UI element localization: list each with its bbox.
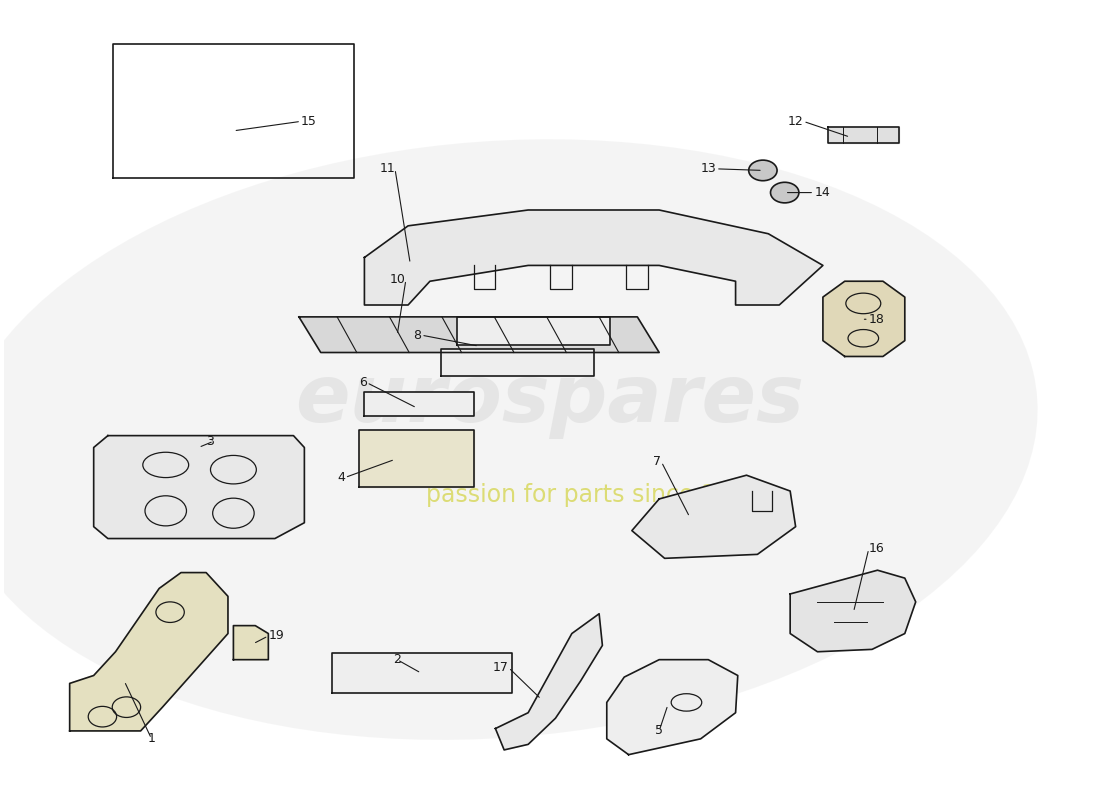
Text: eurospares: eurospares — [296, 361, 804, 439]
Text: 4: 4 — [337, 471, 344, 484]
Text: 1: 1 — [147, 732, 155, 746]
Polygon shape — [631, 475, 795, 558]
Polygon shape — [359, 430, 474, 487]
Ellipse shape — [0, 139, 1037, 740]
Text: 19: 19 — [268, 630, 284, 642]
Text: 14: 14 — [814, 186, 829, 199]
Polygon shape — [823, 282, 905, 357]
Polygon shape — [458, 317, 610, 345]
Text: 10: 10 — [390, 273, 406, 286]
Text: 8: 8 — [414, 329, 421, 342]
Text: 15: 15 — [301, 115, 317, 128]
Polygon shape — [364, 210, 823, 305]
Text: 11: 11 — [379, 162, 395, 175]
Polygon shape — [69, 573, 228, 731]
Polygon shape — [233, 626, 268, 660]
Polygon shape — [299, 317, 659, 353]
Text: passion for parts since 1985: passion for parts since 1985 — [426, 483, 761, 507]
Text: 2: 2 — [393, 653, 402, 666]
Polygon shape — [332, 654, 512, 693]
Text: 18: 18 — [869, 313, 884, 326]
Text: 12: 12 — [788, 115, 803, 128]
Polygon shape — [828, 127, 900, 142]
Text: 13: 13 — [701, 162, 716, 175]
Polygon shape — [607, 660, 738, 754]
Polygon shape — [790, 570, 915, 652]
Text: 5: 5 — [656, 725, 663, 738]
Text: 6: 6 — [359, 376, 366, 389]
Text: 7: 7 — [653, 455, 661, 468]
Text: 3: 3 — [206, 434, 213, 448]
Circle shape — [749, 160, 777, 181]
Polygon shape — [364, 392, 474, 416]
Polygon shape — [441, 349, 594, 376]
Polygon shape — [94, 436, 305, 538]
Text: 16: 16 — [869, 542, 884, 555]
Circle shape — [770, 182, 799, 203]
Text: 17: 17 — [493, 661, 508, 674]
Polygon shape — [495, 614, 603, 750]
